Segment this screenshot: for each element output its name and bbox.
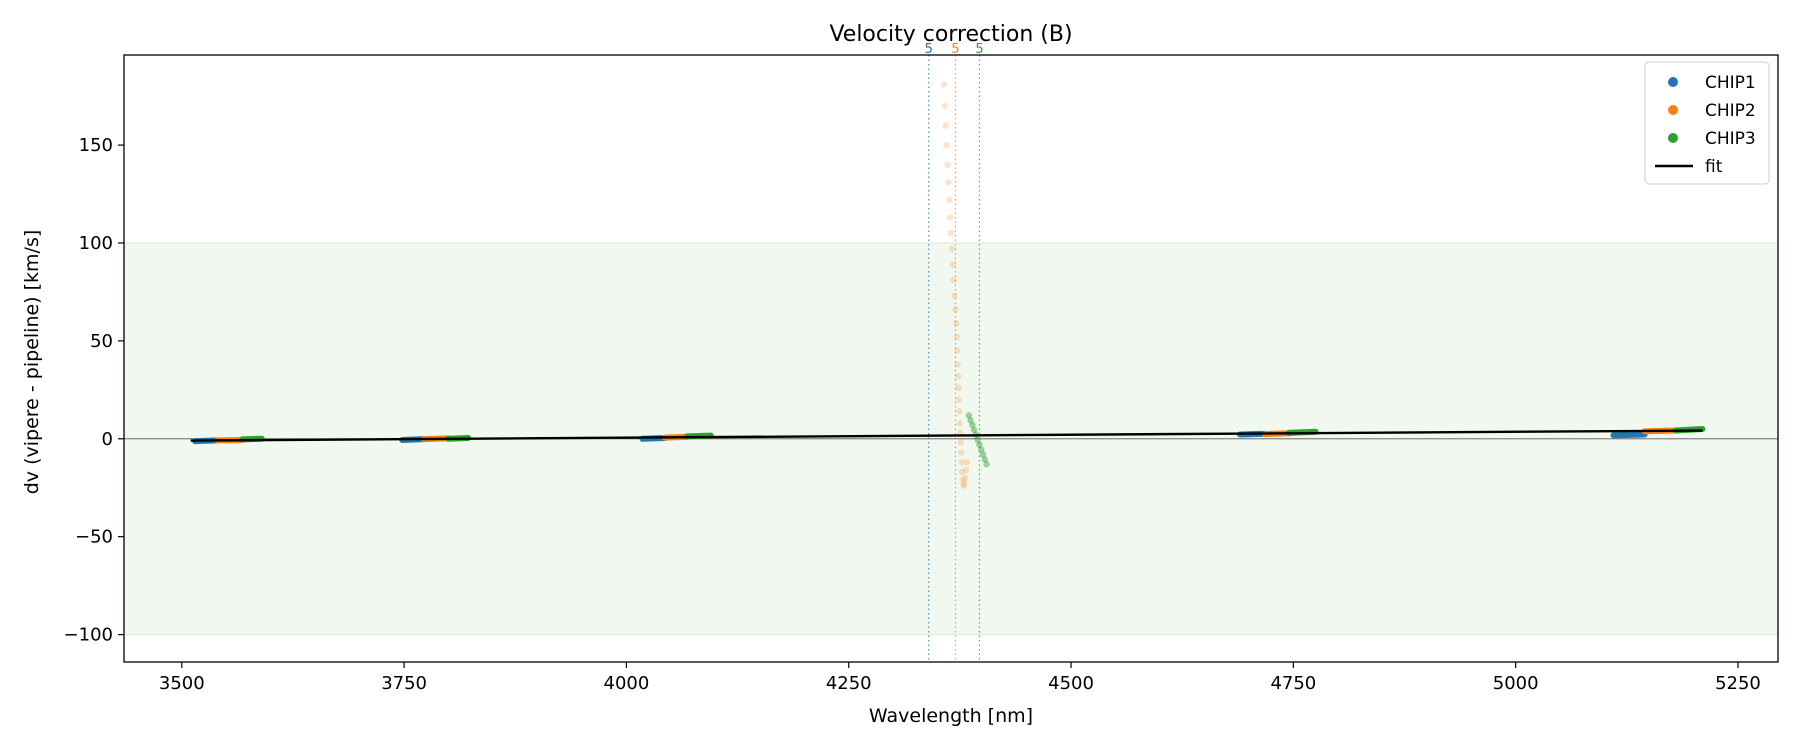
chip2-rejected-point-17 — [954, 361, 961, 368]
chart-title: Velocity correction (B) — [829, 22, 1072, 47]
chip2-rejected-point-5 — [945, 179, 952, 186]
chip2-rejected-point-22 — [956, 419, 964, 427]
legend-swatch-chip1 — [1668, 77, 1678, 87]
chip2-rejected-point-3 — [943, 141, 950, 149]
chip2-rejected-point-27 — [958, 468, 966, 476]
vline-label-0: 5 — [925, 42, 933, 57]
legend-box — [1644, 61, 1770, 185]
chip2-rejected-point-9 — [948, 245, 956, 253]
legend: CHIP1 CHIP2 CHIP3 fit — [1644, 61, 1770, 185]
fit-line — [190, 429, 1703, 442]
chip2-rejected-point-19 — [955, 384, 962, 392]
y-tick-label-4: 100 — [79, 233, 113, 254]
legend-label-chip3: CHIP3 — [1705, 129, 1756, 149]
legend-swatch-chip3 — [1668, 133, 1678, 143]
chip2-rejected-point-0 — [940, 81, 948, 88]
y-tick-label-2: 0 — [102, 429, 113, 450]
y-tick-label-3: 50 — [90, 331, 113, 352]
chip2-rejected-point-12 — [951, 292, 958, 300]
x-tick-label-3: 4250 — [826, 673, 872, 694]
chip2-rejected-point-24 — [957, 439, 964, 446]
chip3-rejected-point-2 — [969, 421, 976, 429]
chip2-rejected-point-13 — [952, 306, 959, 313]
chip2-rejected-point-2 — [942, 122, 949, 129]
chip2-rejected-point-14 — [953, 320, 960, 327]
chip1-cluster-4 — [1610, 431, 1648, 439]
chip3-rejected-point-3 — [970, 426, 978, 434]
chip3-rejected-point-1 — [967, 416, 974, 424]
x-tick-label-0: 3500 — [159, 673, 205, 694]
vline-label-1: 5 — [951, 42, 959, 57]
chip2-rejected-point-7 — [946, 214, 954, 221]
chip3-rejected-point-10 — [983, 461, 990, 468]
chip2-rejected-point-11 — [950, 276, 957, 284]
chip2-rejected-point-20 — [955, 396, 963, 403]
chip2-rejected-point-29 — [960, 482, 967, 489]
chip3-rejected-point-9 — [981, 456, 988, 463]
chip3-rejected-point-6 — [976, 441, 983, 448]
chip2-rejected-point-31 — [962, 474, 969, 482]
x-tick-label-5: 4750 — [1270, 673, 1316, 694]
y-tick-label-1: −50 — [75, 527, 113, 548]
chip3-rejected-point-7 — [978, 446, 985, 453]
chip2-rejected-point-21 — [956, 408, 963, 415]
chip2-rejected-point-18 — [954, 372, 962, 380]
chip2-rejected-point-26 — [958, 459, 965, 466]
x-tick-label-4: 4500 — [1048, 673, 1094, 694]
legend-swatch-chip2 — [1668, 105, 1678, 115]
chip2-rejected-point-6 — [946, 196, 953, 204]
y-tick-label-5: 150 — [79, 135, 113, 156]
chip2-rejected-point-25 — [958, 449, 965, 456]
vline-label-2: 5 — [975, 42, 983, 57]
axes: 5 5 5 3500 3750 4000 4250 4500 4750 5000 5250 −100 −… — [64, 42, 1779, 694]
chip2-rejected-point-16 — [954, 347, 961, 354]
x-axis-label: Wavelength [nm] — [869, 705, 1033, 727]
legend-label-fit: fit — [1705, 157, 1723, 177]
x-tick-label-2: 4000 — [604, 673, 650, 694]
y-tick-label-0: −100 — [64, 625, 113, 646]
chip3-rejected-point-5 — [974, 436, 981, 443]
chip2-rejected-point-32 — [962, 466, 970, 474]
x-tick-label-6: 5000 — [1493, 673, 1539, 694]
x-tick-label-1: 3750 — [381, 673, 427, 694]
chip2-rejected-point-1 — [941, 102, 948, 110]
chip2-rejected-point-30 — [961, 480, 968, 488]
chip2-rejected-point-10 — [949, 261, 956, 268]
legend-label-chip1: CHIP1 — [1705, 73, 1756, 93]
chip2-rejected-point-8 — [947, 229, 955, 237]
chip2-rejected-point-28 — [959, 476, 966, 484]
legend-label-chip2: CHIP2 — [1705, 101, 1756, 121]
plot-area — [124, 55, 1778, 662]
chip3-rejected-point-8 — [979, 451, 987, 458]
chip2-rejected-point-4 — [944, 161, 951, 168]
x-tick-label-7: 5250 — [1715, 673, 1761, 694]
plot-frame — [123, 54, 1779, 663]
chip2-rejected-point-15 — [953, 333, 960, 341]
y-axis-label: dv (vipere - pipeline) [km/s] — [21, 230, 43, 495]
chip2-rejected-point-33 — [963, 459, 971, 466]
chip3-rejected-point-0 — [965, 412, 972, 419]
